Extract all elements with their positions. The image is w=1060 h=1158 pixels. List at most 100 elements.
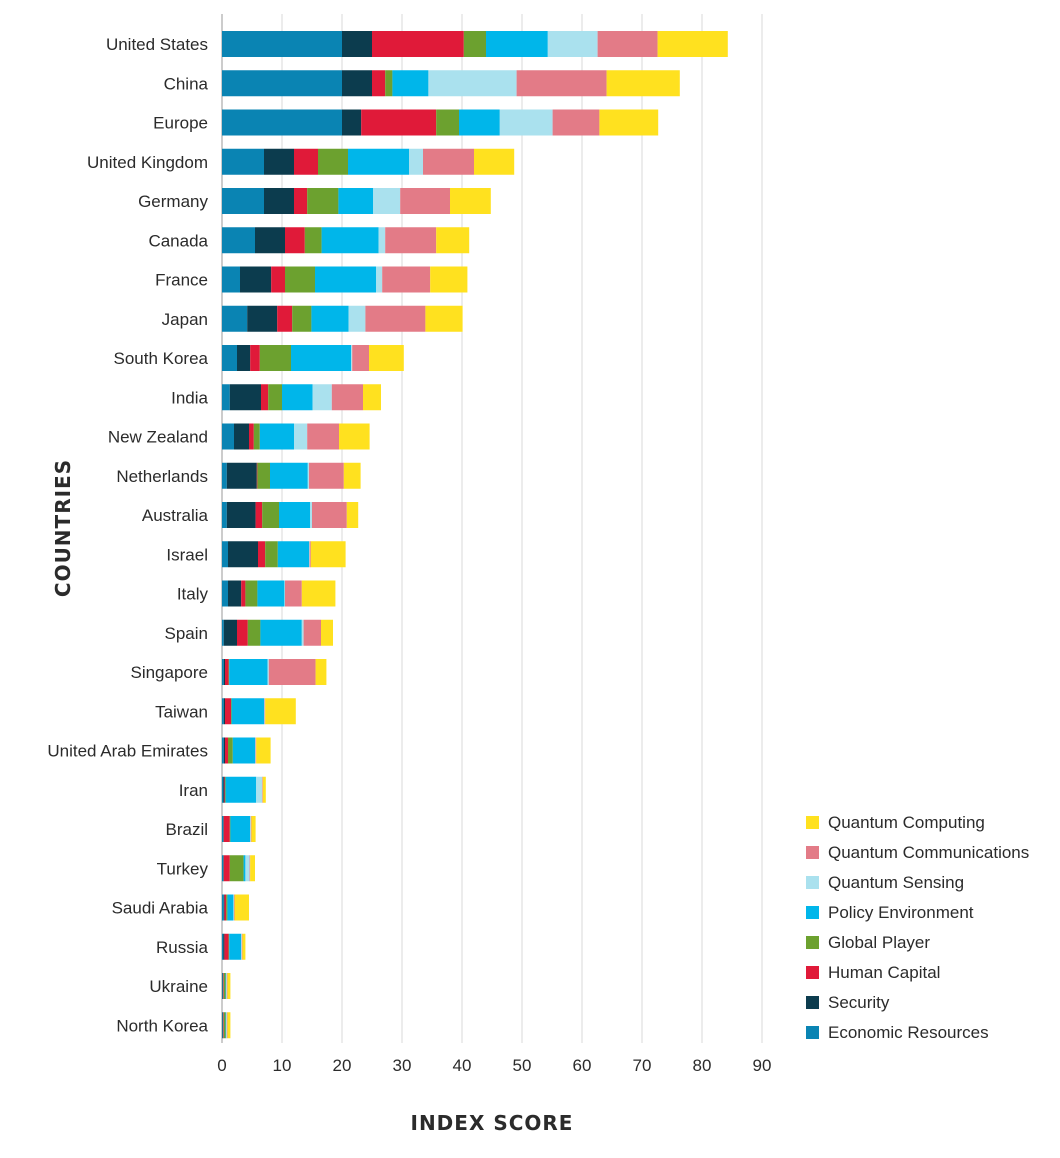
bar-segment-security xyxy=(255,227,285,254)
bar-segment-global-player xyxy=(228,737,233,764)
bar-segment-economic-resources xyxy=(222,855,224,882)
y-axis-title: COUNTRIES xyxy=(51,459,75,597)
x-tick-label: 80 xyxy=(693,1056,712,1075)
bar-segment-policy-environment xyxy=(229,933,242,960)
bar-segment-quantum-sensing xyxy=(547,31,598,57)
bar-segment-quantum-communications xyxy=(331,384,363,411)
x-tick-label: 60 xyxy=(573,1056,592,1075)
category-labels: United States China Europe United Kingdom Ge… xyxy=(47,35,208,1035)
bar-segment-quantum-computing xyxy=(657,31,728,57)
bar-segment-policy-environment xyxy=(225,1012,227,1039)
bar-segment-security xyxy=(228,541,258,568)
legend-swatch xyxy=(806,906,819,919)
bar-segment-economic-resources xyxy=(222,894,224,921)
bar-segment-quantum-computing xyxy=(234,894,249,921)
bar-segment-global-player xyxy=(229,816,231,842)
category-label: Singapore xyxy=(130,663,208,682)
bar-segment-policy-environment xyxy=(459,109,500,136)
bar-segment-quantum-communications xyxy=(264,698,266,725)
bar-segment-quantum-computing xyxy=(346,502,359,528)
bar-segment-quantum-sensing xyxy=(226,973,227,999)
bar-segment-economic-resources xyxy=(222,384,230,411)
bar-segment-quantum-sensing xyxy=(310,502,312,528)
bar-segment-quantum-computing xyxy=(339,423,370,450)
bar-segment-policy-environment xyxy=(225,776,257,803)
legend-swatch xyxy=(806,966,819,979)
bar-segment-human-capital xyxy=(223,816,230,842)
bar-segment-quantum-communications xyxy=(309,462,344,489)
bar-segment-security xyxy=(223,619,237,646)
bar-segment-policy-environment xyxy=(243,855,246,882)
bar-segment-quantum-sensing xyxy=(241,933,242,960)
bar-segment-security xyxy=(264,188,294,214)
bar-segment-economic-resources xyxy=(222,541,228,568)
bar-segment-policy-environment xyxy=(230,816,251,842)
bar-segment-economic-resources xyxy=(222,305,248,332)
bar-segment-human-capital xyxy=(249,423,254,450)
bar-segment-global-player xyxy=(262,502,279,528)
bar-segment-quantum-sensing xyxy=(378,227,386,254)
legend-label: Security xyxy=(828,993,890,1012)
bar-segment-human-capital xyxy=(277,305,293,332)
bar-segment-security xyxy=(264,148,294,175)
legend-swatch xyxy=(806,996,819,1009)
bar-segment-quantum-communications xyxy=(597,31,658,57)
category-label: New Zealand xyxy=(108,428,208,447)
bar-segment-global-player xyxy=(463,31,486,57)
bar-segment-human-capital xyxy=(225,659,229,685)
bar-segment-quantum-sensing xyxy=(284,580,285,607)
bar-segment-quantum-communications xyxy=(250,816,252,842)
category-label: Canada xyxy=(148,231,208,250)
bar-segment-global-player xyxy=(229,855,244,882)
category-label: Australia xyxy=(142,506,209,525)
legend: Quantum Computing Quantum Communications Q… xyxy=(806,813,1029,1042)
x-tick-label: 20 xyxy=(333,1056,352,1075)
bar-segment-quantum-computing xyxy=(430,266,468,293)
bar-segment-policy-environment xyxy=(486,31,548,57)
bar-segment-quantum-sensing xyxy=(264,698,265,725)
bar-segment-human-capital xyxy=(225,698,231,725)
bar-segment-quantum-computing xyxy=(425,305,463,332)
bar-segment-quantum-sensing xyxy=(307,462,309,489)
bar-segment-global-player xyxy=(253,423,260,450)
bar-segment-economic-resources xyxy=(222,462,227,489)
x-tick-label: 90 xyxy=(753,1056,772,1075)
bar-segment-human-capital xyxy=(224,776,225,803)
bar-segment-economic-resources xyxy=(222,973,223,999)
category-label: South Korea xyxy=(113,349,208,368)
bar-segment-policy-environment xyxy=(279,502,311,528)
bar-segment-policy-environment xyxy=(321,227,379,254)
x-tick-label: 30 xyxy=(393,1056,412,1075)
bar-segment-human-capital xyxy=(294,148,318,175)
bar-segment-global-player xyxy=(245,580,258,607)
category-label: Iran xyxy=(179,781,208,800)
bar-segment-quantum-sensing xyxy=(348,305,366,332)
legend-label: Quantum Sensing xyxy=(828,873,964,892)
bar-segment-human-capital xyxy=(255,502,263,528)
bar-segment-economic-resources xyxy=(222,816,224,842)
category-label: United Arab Emirates xyxy=(47,742,208,761)
bar-segment-quantum-communications xyxy=(365,305,426,332)
bar-segment-global-player xyxy=(223,1012,226,1039)
bar-segment-global-player xyxy=(257,462,270,489)
bar-segment-human-capital xyxy=(372,31,464,57)
bar-segment-economic-resources xyxy=(222,109,342,136)
bar-segment-economic-resources xyxy=(222,933,224,960)
x-axis-title: INDEX SCORE xyxy=(411,1111,574,1135)
bar-segment-security xyxy=(228,580,242,607)
bar-segment-quantum-computing xyxy=(606,70,680,97)
bar-segment-quantum-computing xyxy=(265,698,296,725)
bar-segment-economic-resources xyxy=(222,148,264,175)
bar-segment-quantum-computing xyxy=(250,855,255,882)
category-label: United Kingdom xyxy=(87,153,208,172)
bar-segment-policy-environment xyxy=(291,345,351,371)
category-label: Europe xyxy=(153,114,208,133)
bar-segment-quantum-sensing xyxy=(255,737,256,764)
category-label: India xyxy=(171,388,208,407)
bar-segment-quantum-communications xyxy=(262,776,263,803)
bar-segment-policy-environment xyxy=(229,659,268,685)
bar-segment-global-player xyxy=(385,70,393,97)
bar-segment-quantum-computing xyxy=(242,933,246,960)
bar-segment-economic-resources xyxy=(222,31,342,57)
bar-segment-security xyxy=(234,423,249,450)
